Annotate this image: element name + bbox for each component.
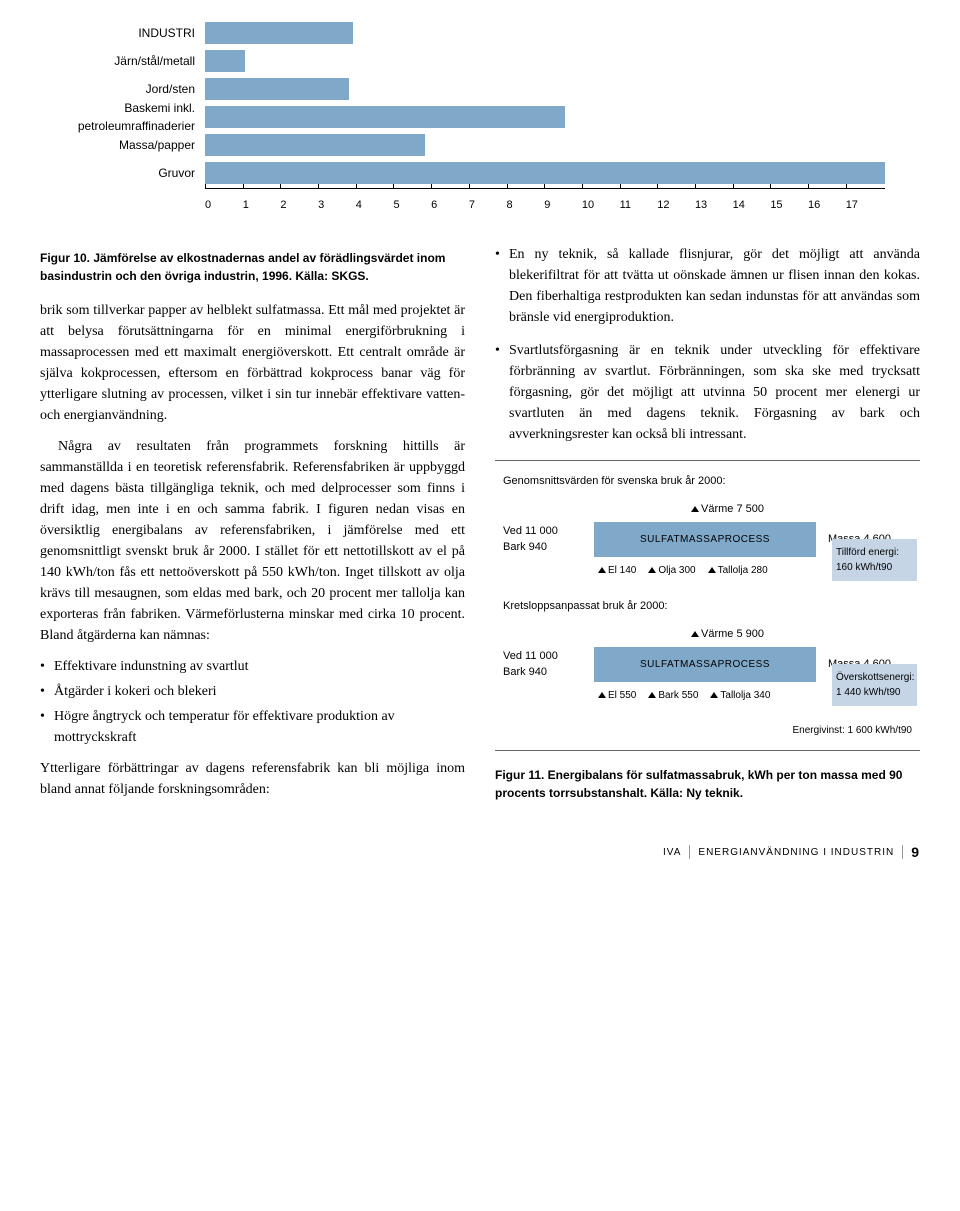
side2: Överskottsenergi: 1 440 kWh/t90 — [832, 664, 917, 706]
diag-title1: Genomsnittsvärden för svenska bruk år 20… — [503, 473, 912, 490]
axis-tick: 14 — [733, 189, 771, 214]
footer-pub: IVA — [663, 845, 681, 860]
para1: brik som tillverkar papper av helblekt s… — [40, 300, 465, 426]
heat1: Värme 7 500 — [543, 501, 912, 518]
bar — [205, 22, 353, 44]
axis-tick: 5 — [393, 189, 431, 214]
process1: SULFATMASSAPROCESS — [594, 522, 816, 557]
diag-input: Tallolja 340 — [710, 688, 770, 703]
diag-input: El 550 — [598, 688, 636, 703]
bullet-list-1: Effektivare indunstning av svartlut Åtgär… — [40, 656, 465, 748]
energy-diagram: Genomsnittsvärden för svenska bruk år 20… — [495, 460, 920, 751]
bullet-list-2: En ny teknik, så kallade flisnjurar, gör… — [495, 244, 920, 445]
axis-tick: 2 — [280, 189, 318, 214]
diag-input: Bark 550 — [648, 688, 698, 703]
in1a: Ved 11 000 — [503, 523, 588, 540]
list-item: En ny teknik, så kallade flisnjurar, gör… — [495, 244, 920, 328]
in1b: Bark 940 — [503, 539, 588, 556]
axis-tick: 17 — [846, 189, 884, 214]
side1: Tillförd energi: 160 kWh/t90 — [832, 539, 917, 581]
axis-tick: 10 — [582, 189, 620, 214]
axis-tick: 1 — [243, 189, 281, 214]
axis-tick: 16 — [808, 189, 846, 214]
diag-title2: Kretsloppsanpassat bruk år 2000: — [503, 598, 912, 615]
diag-input: El 140 — [598, 563, 636, 578]
axis-tick: 6 — [431, 189, 469, 214]
axis-tick: 0 — [205, 189, 243, 214]
in2a: Ved 11 000 — [503, 648, 588, 665]
bar — [205, 106, 565, 128]
diag-result: Energivinst: 1 600 kWh/t90 — [503, 723, 912, 738]
axis-tick: 3 — [318, 189, 356, 214]
axis-tick: 15 — [770, 189, 808, 214]
page-footer: IVA ENERGIANVÄNDNING I INDUSTRIN 9 — [40, 842, 920, 863]
bar-label: Baskemi inkl. petroleumraffinaderier — [40, 99, 205, 135]
list-item: Högre ångtryck och temperatur för effekt… — [40, 706, 465, 748]
fig11-caption: Figur 11. Energibalans för sulfatmassabr… — [495, 766, 920, 802]
bar-label: Jord/sten — [40, 80, 205, 98]
footer-title: ENERGIANVÄNDNING I INDUSTRIN — [698, 845, 894, 860]
process2: SULFATMASSAPROCESS — [594, 647, 816, 682]
bar — [205, 78, 349, 100]
axis-tick: 11 — [620, 189, 658, 214]
axis-tick: 13 — [695, 189, 733, 214]
axis-tick: 8 — [507, 189, 545, 214]
axis-tick: 9 — [544, 189, 582, 214]
bar-label: INDUSTRI — [40, 24, 205, 42]
fig10-caption: Figur 10. Jämförelse av elkostnadernas a… — [40, 249, 465, 285]
para3: Ytterligare förbättringar av dagens refe… — [40, 758, 465, 800]
bar — [205, 50, 245, 72]
list-item: Åtgärder i kokeri och blekeri — [40, 681, 465, 702]
diag-input: Tallolja 280 — [708, 563, 768, 578]
diag-input: Olja 300 — [648, 563, 695, 578]
list-item: Svartlutsförgasning är en teknik under u… — [495, 340, 920, 445]
bar-label: Massa/papper — [40, 136, 205, 154]
para2: Några av resultaten från programmets for… — [40, 436, 465, 646]
list-item: Effektivare indunstning av svartlut — [40, 656, 465, 677]
axis-tick: 4 — [356, 189, 394, 214]
in2b: Bark 940 — [503, 664, 588, 681]
page-number: 9 — [911, 842, 920, 863]
axis-tick: 12 — [657, 189, 695, 214]
axis-tick: 7 — [469, 189, 507, 214]
bar-label: Gruvor — [40, 164, 205, 182]
bar-label: Järn/stål/metall — [40, 52, 205, 70]
bar-chart-fig10: INDUSTRI Järn/stål/metall Jord/stenBaskemi… — [40, 20, 920, 214]
bar — [205, 162, 885, 184]
heat2: Värme 5 900 — [543, 626, 912, 643]
bar — [205, 134, 425, 156]
